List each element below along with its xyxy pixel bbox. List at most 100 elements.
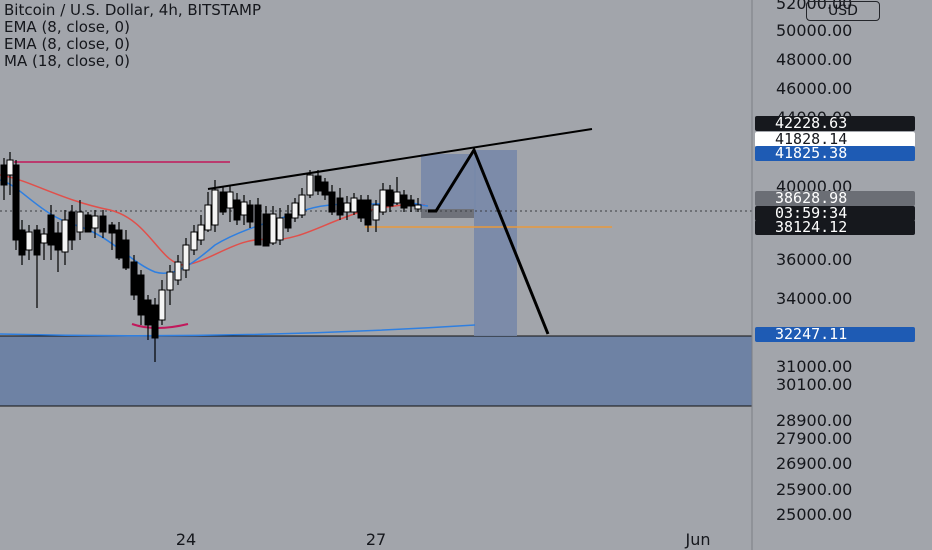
candle-body — [166, 271, 174, 291]
candle-body — [151, 304, 159, 339]
candle-body — [158, 289, 166, 321]
price-label-bg — [755, 191, 915, 206]
demand-zone — [0, 336, 752, 406]
candle-body — [393, 191, 401, 204]
candle-body — [379, 189, 387, 213]
candle-body — [61, 219, 69, 253]
candle-body — [254, 204, 262, 246]
x-tick-label: Jun — [685, 530, 711, 549]
candle-body — [357, 199, 365, 219]
candle-body — [99, 215, 107, 233]
candle-body — [47, 214, 55, 246]
y-tick-label: 26900.00 — [776, 454, 852, 473]
candle-body — [6, 159, 14, 176]
y-tick-label: 30100.00 — [776, 375, 852, 394]
legend-ema-2: EMA (8, close, 0) — [4, 35, 130, 53]
candle-body — [240, 201, 248, 216]
candle-body — [0, 164, 8, 186]
candle-body — [174, 261, 182, 281]
y-tick-label: 46000.00 — [776, 79, 852, 98]
chart-legend: Bitcoin / U.S. Dollar, 4h, BITSTAMP EMA … — [4, 2, 261, 70]
candle-body — [314, 175, 322, 192]
candle-body — [246, 204, 254, 223]
y-tick-label: 27900.00 — [776, 429, 852, 448]
y-tick-label: 52000.00 — [776, 0, 852, 13]
ascending-trendline — [207, 128, 593, 190]
y-tick-label: 28900.00 — [776, 411, 852, 430]
candle-body — [54, 232, 62, 251]
candle-body — [343, 202, 351, 213]
ma-long-line — [0, 324, 476, 337]
y-tick-label: 34000.00 — [776, 289, 852, 308]
price-label: 03:59:34 — [775, 204, 847, 222]
candle-body — [407, 199, 415, 207]
candle-body — [91, 215, 99, 229]
x-tick-label: 27 — [366, 530, 386, 549]
y-tick-label: 25900.00 — [776, 480, 852, 499]
candle-body — [400, 194, 408, 209]
price-label-bg — [755, 132, 915, 147]
candle-body — [137, 274, 145, 316]
candle-body — [211, 189, 219, 226]
candle-body — [130, 261, 138, 296]
price-label-bg — [755, 327, 915, 342]
candle-body — [33, 229, 41, 256]
y-tick-label: 25000.00 — [776, 505, 852, 524]
candle-body — [306, 174, 314, 196]
candle-body — [25, 231, 33, 251]
candle-body — [336, 197, 344, 216]
candle-body — [291, 202, 299, 219]
price-label-bg — [755, 146, 915, 161]
candle-body — [414, 204, 422, 210]
projection-box-upper — [421, 154, 476, 214]
y-tick-label: 31000.00 — [776, 357, 852, 376]
candle-body — [298, 194, 306, 216]
legend-ma: MA (18, close, 0) — [4, 52, 131, 70]
price-axis-bg — [752, 0, 932, 550]
currency-button[interactable]: USD — [806, 1, 880, 21]
price-label: 38628.98 — [775, 189, 847, 207]
candle-body — [76, 211, 84, 233]
price-label-bg — [755, 206, 915, 221]
candle-body — [40, 233, 48, 244]
legend-ema-1: EMA (8, close, 0) — [4, 18, 130, 36]
candle-body — [269, 213, 277, 244]
candle-body — [386, 189, 394, 207]
candle-body — [328, 191, 336, 213]
price-label: 42228.63 — [775, 114, 847, 132]
candle-body — [197, 224, 205, 241]
price-label: 41825.38 — [775, 144, 847, 162]
price-label: 32247.11 — [775, 325, 847, 343]
candle-body — [182, 244, 190, 271]
candle-body — [321, 181, 329, 196]
candle-body — [204, 204, 212, 231]
candle-body — [262, 213, 270, 247]
candle-body — [18, 229, 26, 256]
candle-body — [350, 197, 358, 213]
price-label: 41828.14 — [775, 130, 847, 148]
candle-body — [284, 213, 292, 229]
legend-title: Bitcoin / U.S. Dollar, 4h, BITSTAMP — [4, 1, 262, 19]
candle-body — [144, 299, 152, 326]
candle-body — [108, 224, 116, 234]
projection-base — [421, 209, 474, 218]
candle-body — [219, 191, 227, 213]
y-tick-label: 48000.00 — [776, 50, 852, 69]
candle-body — [276, 217, 284, 241]
price-label-bg — [755, 116, 915, 131]
candle-body — [372, 204, 380, 221]
candle-body — [233, 199, 241, 221]
candle-body — [115, 229, 123, 259]
x-tick-label: 24 — [176, 530, 196, 549]
price-label-bg — [755, 220, 915, 235]
candle-body — [226, 191, 234, 209]
y-tick-label: 36000.00 — [776, 250, 852, 269]
candle-body — [12, 164, 20, 241]
candle-body — [68, 211, 76, 241]
candle-body — [190, 231, 198, 251]
projection-path — [428, 146, 550, 335]
candle-body — [364, 199, 372, 226]
candle-body — [122, 239, 130, 269]
y-tick-label: 50000.00 — [776, 21, 852, 40]
